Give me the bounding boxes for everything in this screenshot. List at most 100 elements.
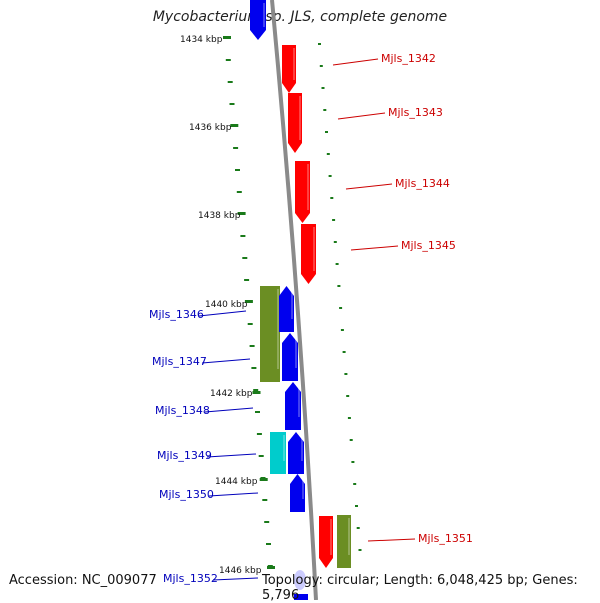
- tick-dash: [266, 543, 271, 545]
- gene-mjls-1343-shine: [299, 96, 301, 140]
- map-title: Mycobacterium sp. JLS, complete genome: [152, 9, 448, 25]
- major-tick: [252, 391, 261, 394]
- gene-mjls-1348-shine: [298, 385, 300, 417]
- tick-dash: [264, 521, 270, 523]
- kbp-label: 1434 kbp: [180, 35, 223, 45]
- gene-mjls-1345: [301, 224, 316, 284]
- gene-mjls-1346: [260, 286, 280, 382]
- tick-dash: [229, 103, 235, 105]
- gene-features: [250, 0, 351, 600]
- tick-dash: [319, 65, 323, 67]
- tick-dash: [244, 279, 250, 281]
- tick-dash: [333, 241, 337, 243]
- gene-label: Mjls_1349: [157, 449, 212, 462]
- kbp-tick-marks: [223, 36, 362, 569]
- tick-dash: [330, 197, 334, 199]
- gene-mjls-1344: [295, 161, 310, 223]
- tick-dash: [332, 219, 336, 221]
- gene-mjls-1349-blue: [288, 432, 304, 474]
- leader-line: [332, 58, 379, 66]
- gene-olive-right-shine: [348, 518, 350, 555]
- tick-dash: [344, 373, 348, 375]
- gene-mjls-1344-shine: [307, 164, 309, 210]
- tick-dash: [328, 175, 332, 177]
- tick-dash: [318, 43, 321, 45]
- accession-text: Accession: NC_009077: [9, 573, 157, 588]
- gene-mjls-1351: [319, 516, 333, 568]
- tick-dash: [335, 263, 339, 265]
- leader-line: [345, 183, 393, 190]
- gene-mjls-1348: [285, 382, 301, 430]
- gene-mjls-1346-blue: [279, 286, 294, 332]
- kbp-label: 1440 kbp: [205, 300, 248, 310]
- major-tick: [223, 36, 231, 39]
- tick-dash: [340, 329, 344, 331]
- topology-text: Topology: circular; Length: 6,048,425 bp…: [262, 573, 578, 603]
- gene-mjls-1349-shine: [283, 435, 285, 461]
- gene-mjls-1343: [288, 93, 302, 153]
- tick-dash: [356, 527, 360, 529]
- gene-label: Mjls_1348: [155, 404, 210, 417]
- leader-line: [201, 358, 251, 364]
- gene-mjls-1351-shine: [330, 519, 332, 555]
- gene-label: Mjls_1350: [159, 488, 214, 501]
- tick-dash: [233, 147, 239, 149]
- leader-line: [198, 310, 247, 317]
- gene-label: Mjls_1345: [401, 239, 456, 252]
- gene-top-blue: [250, 0, 266, 40]
- genome-backbone: [270, 0, 318, 600]
- gene-mjls-1352: [294, 570, 306, 590]
- tick-dash: [346, 395, 350, 397]
- major-tick: [230, 124, 239, 127]
- tick-dash: [255, 411, 260, 413]
- gene-mjls-1347: [282, 333, 298, 381]
- major-tick: [259, 478, 268, 481]
- gene-label: Mjls_1343: [388, 106, 443, 119]
- tick-dash: [351, 461, 355, 463]
- major-tick: [267, 566, 275, 569]
- tick-dash: [337, 285, 341, 287]
- major-tick: [244, 300, 253, 303]
- gene-mjls-1342-shine: [293, 48, 295, 80]
- tick-dash: [339, 307, 343, 309]
- tick-dash: [325, 131, 328, 133]
- tick-dash: [323, 109, 327, 111]
- kbp-label: 1444 kbp: [215, 477, 258, 487]
- leader-line: [337, 112, 386, 120]
- gene-mjls-1350: [290, 474, 305, 512]
- tick-dash: [353, 483, 357, 485]
- tick-dash: [242, 257, 248, 259]
- kbp-label: 1442 kbp: [210, 389, 253, 399]
- leader-line: [206, 453, 257, 458]
- kbp-label: 1436 kbp: [189, 123, 232, 133]
- tick-dash: [253, 389, 259, 391]
- label-leader-lines: [198, 58, 416, 581]
- tick-dash: [326, 153, 330, 155]
- leader-line: [204, 407, 254, 413]
- map-labels: 1434 kbp 1436 kbp 1438 kbp 1440 kbp 1442 kbp…: [149, 35, 473, 585]
- tick-dash: [358, 549, 362, 551]
- gene-mjls-1349-blue-shine: [301, 435, 303, 461]
- tick-dash: [347, 417, 351, 419]
- tick-dash: [251, 367, 257, 369]
- tick-dash: [227, 81, 233, 83]
- gene-mjls-1346-shine: [277, 289, 279, 369]
- leader-line: [208, 492, 259, 497]
- gene-mjls-1350-shine: [302, 477, 304, 499]
- gene-mjls-1346-blue-shine: [291, 289, 293, 319]
- leader-line: [350, 245, 399, 251]
- gene-label: Mjls_1344: [395, 177, 450, 190]
- gene-mjls-1347-shine: [295, 336, 297, 368]
- gene-mjls-1349: [270, 432, 286, 474]
- kbp-label: 1446 kbp: [219, 566, 262, 576]
- gene-label: Mjls_1342: [381, 52, 436, 65]
- gene-mjls-1345-shine: [313, 227, 315, 271]
- gene-olive-right: [337, 515, 351, 568]
- gene-label: Mjls_1352: [163, 572, 218, 585]
- gene-label: Mjls_1346: [149, 308, 204, 321]
- tick-dash: [258, 455, 264, 457]
- leader-line: [367, 538, 416, 542]
- gene-label: Mjls_1347: [152, 355, 207, 368]
- tick-dash: [321, 87, 325, 89]
- gene-label: Mjls_1351: [418, 532, 473, 545]
